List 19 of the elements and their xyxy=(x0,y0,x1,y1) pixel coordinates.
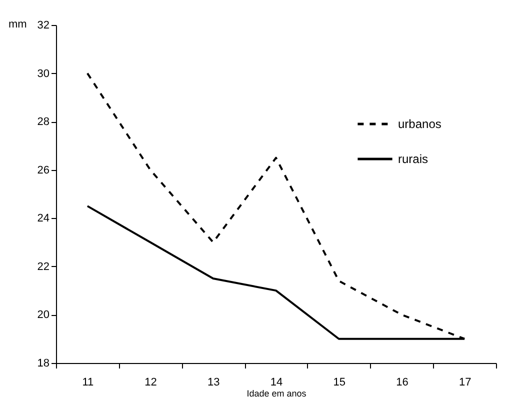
y-axis-title: mm xyxy=(8,18,27,30)
y-tick-label: 18 xyxy=(37,358,50,370)
y-tick-label: 20 xyxy=(37,309,50,322)
legend-label: rurais xyxy=(398,152,428,166)
y-tick-label: 22 xyxy=(37,260,50,273)
y-tick-label: 24 xyxy=(37,212,50,225)
x-tick-label: 11 xyxy=(82,376,94,388)
y-tick-label: 30 xyxy=(37,68,50,80)
legend-label: urbanos xyxy=(398,117,442,131)
x-tick-label: 13 xyxy=(208,376,220,388)
y-tick-label: 28 xyxy=(37,116,50,128)
y-tick-label: 26 xyxy=(37,164,50,176)
x-tick-label: 17 xyxy=(458,376,472,388)
x-tick-label: 16 xyxy=(396,376,408,388)
x-axis-title: Idade em anos xyxy=(246,388,307,398)
x-tick-label: 12 xyxy=(144,376,157,388)
x-tick-label: 15 xyxy=(333,376,346,388)
x-tick-label: 14 xyxy=(270,376,283,388)
y-tick-label: 32 xyxy=(37,20,50,32)
